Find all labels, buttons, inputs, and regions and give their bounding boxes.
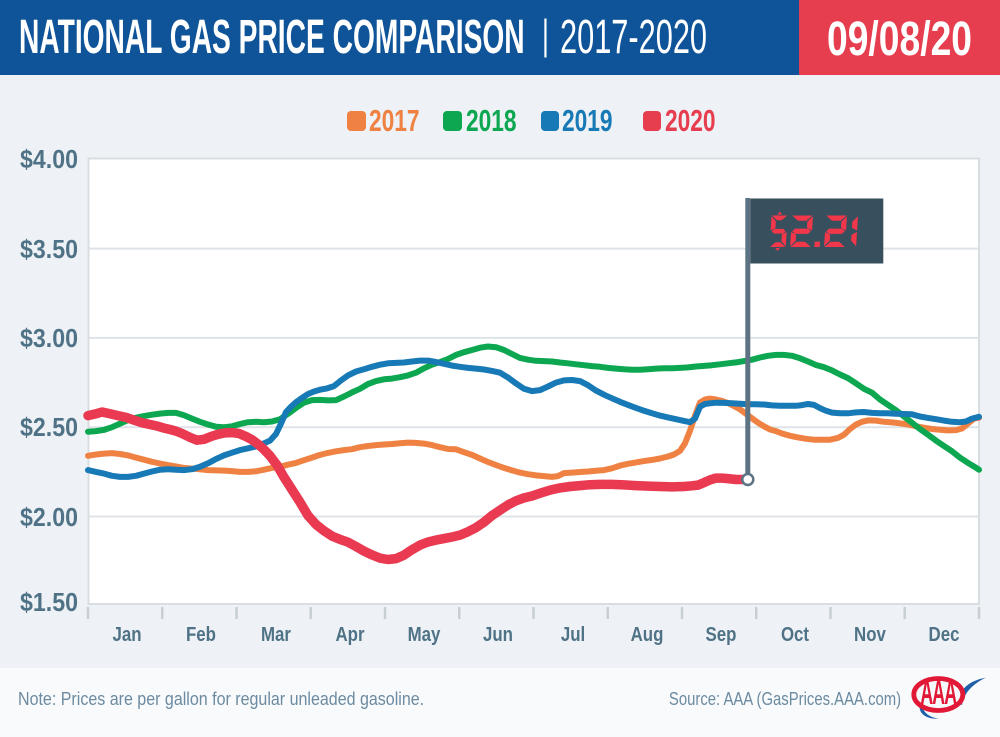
svg-text:AAA: AAA [920,672,956,711]
